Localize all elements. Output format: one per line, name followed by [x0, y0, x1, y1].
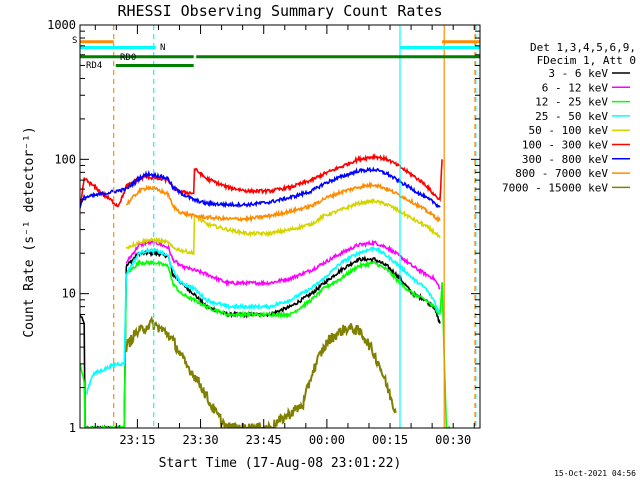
series-line-4: [125, 197, 441, 256]
x-tick-label: 23:15: [119, 433, 155, 447]
x-tick-label: 00:00: [309, 433, 345, 447]
flag-label-n: N: [160, 43, 165, 53]
legend-label: 100 - 300 keV: [522, 139, 608, 152]
plot-frame: [79, 24, 481, 429]
legend-header: Det 1,3,4,5,6,9,: [530, 41, 636, 54]
flag-label-s: S: [72, 36, 77, 46]
series-line-7: [125, 180, 441, 224]
legend-label: 25 - 50 keV: [535, 110, 608, 123]
x-tick-label: 00:15: [372, 433, 408, 447]
flag-label-rd4: RD4: [86, 61, 102, 71]
series-line-6: [80, 166, 441, 209]
series-line-1: [125, 238, 441, 290]
series-line-2: [80, 258, 451, 428]
footer-timestamp: 15-Oct-2021 04:56: [554, 469, 636, 478]
legend-label: 7000 - 15000 keV: [502, 181, 608, 194]
x-tick-label: 00:30: [435, 433, 471, 447]
legend-label: 300 - 800 keV: [522, 153, 608, 166]
legend-header: FDecim 1, Att 0: [537, 54, 636, 67]
chart-title: RHESSI Observing Summary Count Rates: [117, 2, 442, 20]
y-axis-label: Count Rate (s⁻¹ detector⁻¹): [22, 126, 37, 337]
series-line-3: [85, 246, 441, 396]
legend-label: 3 - 6 keV: [548, 67, 608, 80]
legend: Det 1,3,4,5,6,9,FDecim 1, Att 03 - 6 keV…: [502, 41, 636, 194]
legend-label: 50 - 100 keV: [529, 124, 609, 137]
y-tick-label: 1000: [47, 18, 76, 32]
x-axis-label: Start Time (17-Aug-08 23:01:22): [159, 456, 402, 471]
x-tick-label: 23:45: [246, 433, 282, 447]
plot-area: [80, 25, 480, 428]
y-tick-label: 100: [54, 152, 76, 166]
legend-label: 12 - 25 keV: [535, 96, 608, 109]
y-tick-label: 10: [62, 287, 76, 301]
y-tick-label: 1: [69, 421, 76, 435]
x-tick-label: 23:30: [182, 433, 218, 447]
flag-label-rd0: RD0: [120, 53, 136, 63]
legend-label: 6 - 12 keV: [542, 81, 609, 94]
series-line-8: [125, 315, 397, 428]
legend-label: 800 - 7000 keV: [515, 167, 608, 180]
